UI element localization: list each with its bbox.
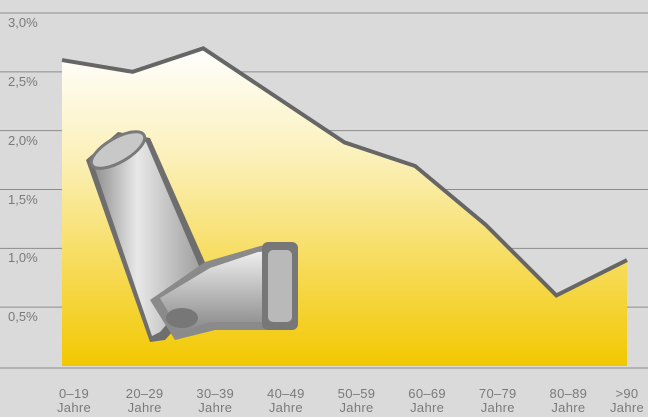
y-tick-label: 1,0% bbox=[8, 250, 38, 266]
x-tick-label: 40–49 Jahre bbox=[267, 386, 305, 415]
x-tick-label: 0–19 Jahre bbox=[56, 386, 92, 415]
line bbox=[61, 46, 628, 298]
y-tick-label: 2,0% bbox=[8, 132, 38, 148]
x-tick-label: 80–89 Jahre bbox=[549, 386, 588, 415]
inhaler-illustration bbox=[86, 130, 298, 342]
x-tick-label: 30–39 Jahre bbox=[196, 386, 235, 415]
y-tick-label: 3,0% bbox=[8, 15, 38, 30]
x-tick-label: 50–59 Jahre bbox=[337, 386, 376, 415]
y-tick-label: 2,5% bbox=[8, 73, 38, 89]
y-tick-label: 0,5% bbox=[8, 309, 38, 325]
x-tick-label: 20–29 Jahre bbox=[125, 386, 164, 415]
x-tick-label: 70–79 Jahre bbox=[478, 386, 517, 415]
x-tick-label: 60–69 Jahre bbox=[408, 386, 446, 415]
y-tick-label: 1,5% bbox=[8, 191, 38, 207]
x-tick-label: >90 Jahre bbox=[609, 386, 645, 415]
